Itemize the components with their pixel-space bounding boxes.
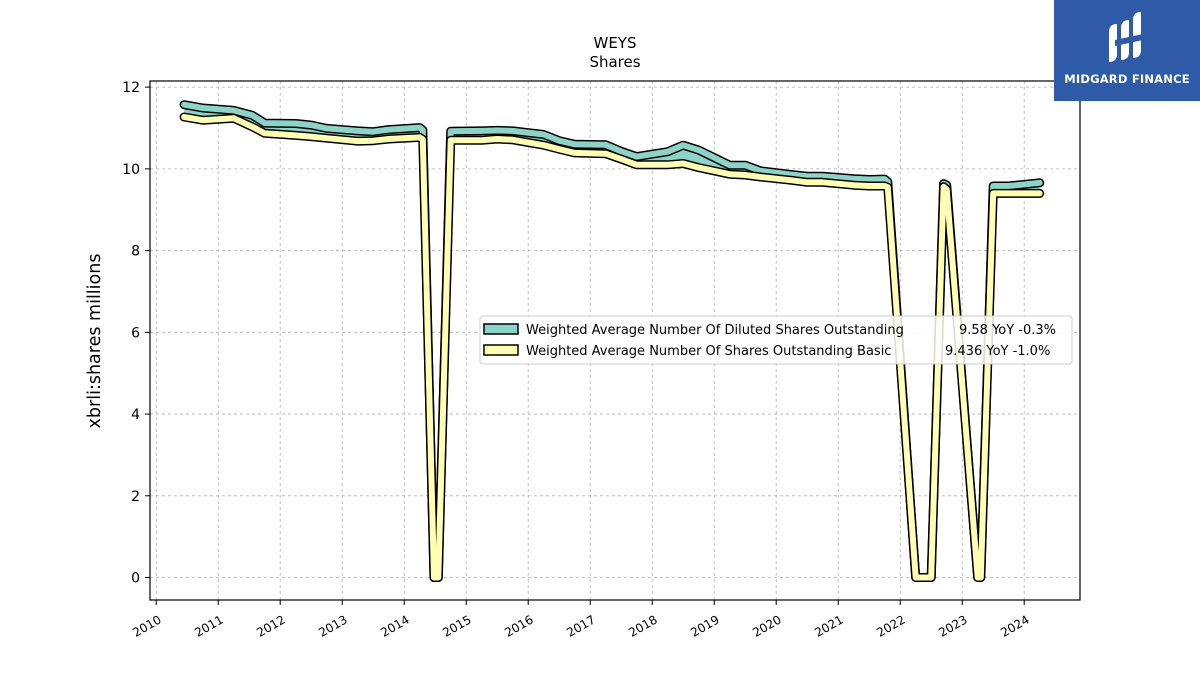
y-tick-label: 12 [122,80,140,96]
y-axis-label: xbrli:shares millions [85,254,105,429]
x-tick-label: 2021 [812,612,845,639]
x-tick-label: 2016 [502,612,535,639]
x-tick-label: 2023 [936,612,969,639]
y-tick-label: 0 [131,571,140,587]
legend-swatch [483,344,519,356]
x-tick-label: 2014 [378,612,411,639]
legend-box [479,315,1073,365]
x-tick-label: 2012 [254,612,287,639]
x-tick-label: 2020 [750,612,783,639]
legend-series-name: Weighted Average Number Of Shares Outsta… [526,344,891,359]
chart-title: WEYS [594,34,637,52]
brand-name: MIDGARD FINANCE [1064,72,1190,86]
y-tick-label: 2 [131,489,140,505]
brand-logo: MIDGARD FINANCE [1054,0,1200,101]
x-tick-label: 2017 [564,612,597,639]
legend-series-value: 9.58 YoY -0.3% [959,323,1056,338]
x-tick-label: 2018 [626,612,659,639]
series-line-basic [181,114,1043,581]
x-tick-label: 2011 [192,612,225,639]
x-tick-label: 2022 [874,612,907,639]
legend-swatch [483,323,519,335]
chart-subtitle: Shares [589,53,640,71]
y-tick-label: 6 [131,325,140,341]
y-tick-label: 8 [131,244,140,260]
x-tick-label: 2015 [440,612,473,639]
series-layer [179,100,1045,582]
y-tick-label: 4 [131,407,140,423]
x-tick-label: 2019 [688,612,721,639]
plot-frame [149,80,1081,601]
legend-series-value: 9.436 YoY -1.0% [945,344,1050,359]
y-tick-label: 10 [122,162,140,178]
midgard-monogram-icon [1109,12,1143,62]
x-tick-label: 2010 [130,612,163,639]
legend-series-name: Weighted Average Number Of Diluted Share… [526,323,904,338]
x-tick-label: 2013 [316,612,349,639]
legend: Weighted Average Number Of Diluted Share… [479,315,1073,365]
x-tick-label: 2024 [998,612,1031,639]
